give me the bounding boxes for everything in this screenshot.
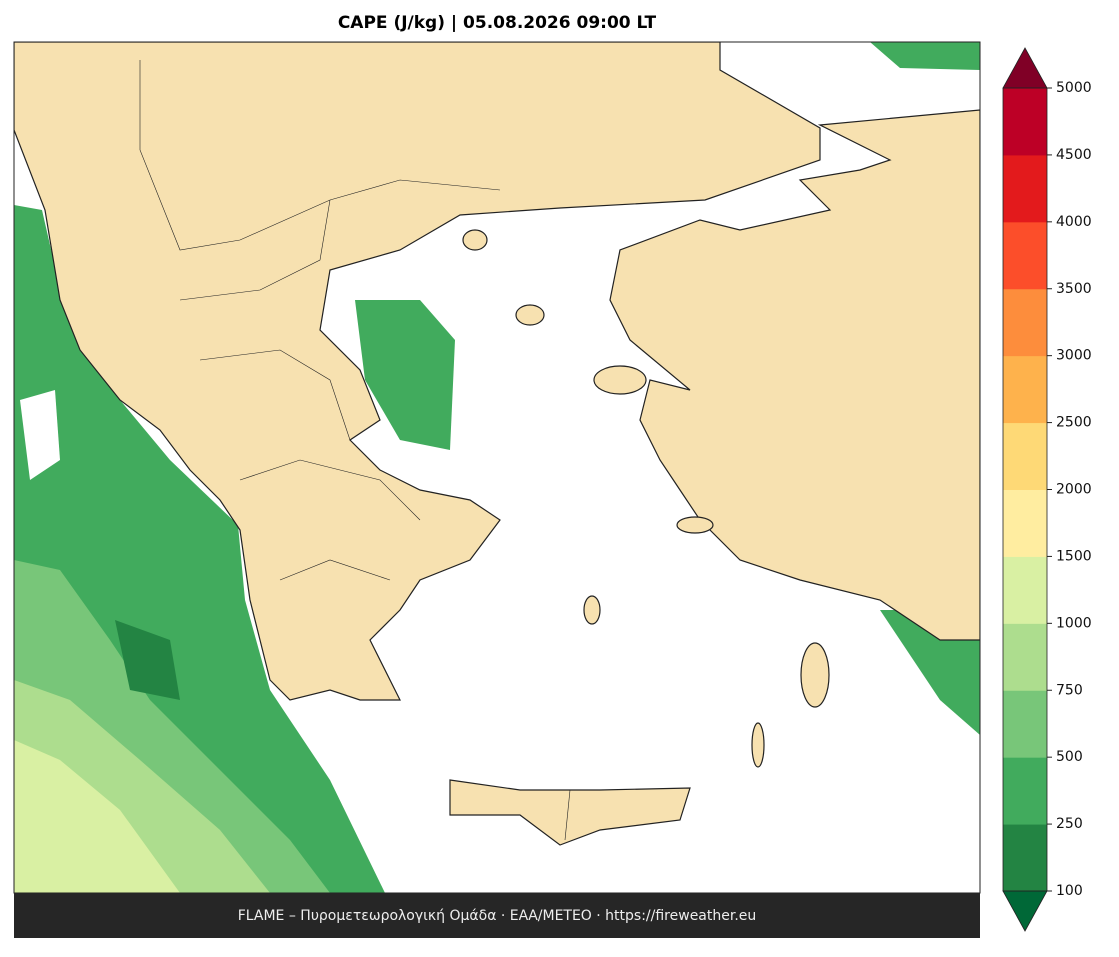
land <box>515 304 545 326</box>
colorbar-segment <box>1003 88 1047 156</box>
colorbar-segment <box>1003 824 1047 892</box>
cape-field <box>870 42 980 70</box>
colorbar-tick-label: 3500 <box>1056 281 1092 297</box>
footer-bar <box>14 893 980 938</box>
border <box>279 559 391 581</box>
border <box>239 459 421 521</box>
land <box>449 779 691 846</box>
land <box>609 109 980 641</box>
colorbar-under <box>1002 890 1048 932</box>
land <box>593 365 647 395</box>
colorbar: 100 250 500 750 1000 1500 2000 2500 3000 3500 4000… <box>1002 47 1092 932</box>
colorbar-tick-label: 4500 <box>1056 147 1092 163</box>
land <box>14 42 821 701</box>
colorbar-segment <box>1003 690 1047 758</box>
cape-field <box>355 300 455 450</box>
colorbar-tick-label: 1000 <box>1056 615 1092 631</box>
colorbar-tick-label: 3000 <box>1056 348 1092 364</box>
map <box>13 41 981 894</box>
colorbar-tick-label: 4000 <box>1056 214 1092 230</box>
border <box>564 789 571 841</box>
colorbar-segment <box>1003 757 1047 825</box>
cape-field <box>14 740 180 893</box>
map-title: CAPE (J/kg) | 05.08.2026 09:00 LT <box>338 13 657 33</box>
cape-field <box>20 390 60 480</box>
colorbar-tick-label: 2000 <box>1056 482 1092 498</box>
colorbar-segment <box>1003 221 1047 290</box>
border <box>139 60 501 251</box>
colorbar-segment <box>1003 556 1047 624</box>
colorbar-segment <box>1003 489 1047 557</box>
colorbar-tick-label: 500 <box>1056 749 1083 765</box>
land <box>751 722 765 768</box>
land <box>800 642 830 708</box>
colorbar-segment <box>1003 623 1047 691</box>
colorbar-tick-label: 250 <box>1056 816 1083 832</box>
land <box>583 595 601 625</box>
land <box>676 516 714 534</box>
cape-field <box>880 610 980 735</box>
border <box>199 349 351 441</box>
land <box>462 229 488 251</box>
colorbar-tick-label: 100 <box>1056 883 1083 899</box>
colorbar-tick-label: 750 <box>1056 682 1083 698</box>
colorbar-tick-label: 2500 <box>1056 415 1092 431</box>
colorbar-tick-label: 5000 <box>1056 80 1092 96</box>
colorbar-segment <box>1003 422 1047 490</box>
cape-field <box>115 620 180 700</box>
footer-text: FLAME – Πυρομετεωρολογική Ομάδα · ΕΑΑ/ME… <box>238 908 757 924</box>
border <box>179 199 331 301</box>
colorbar-over <box>1002 47 1048 89</box>
colorbar-segment <box>1003 355 1047 424</box>
colorbar-segment <box>1003 154 1047 223</box>
colorbar-tick-label: 1500 <box>1056 548 1092 564</box>
colorbar-segment <box>1003 288 1047 357</box>
